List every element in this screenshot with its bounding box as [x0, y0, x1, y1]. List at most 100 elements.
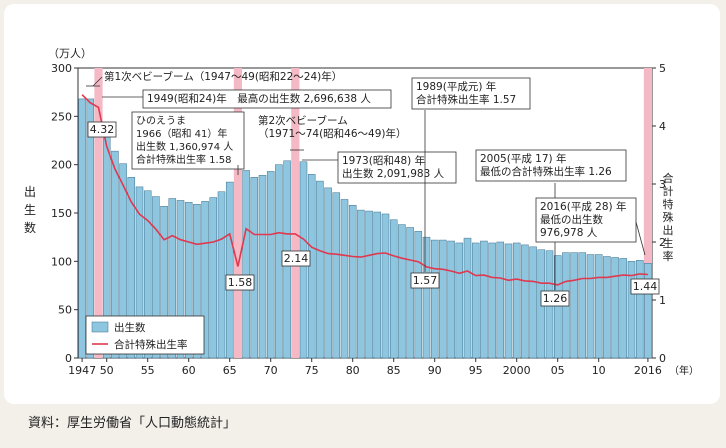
- rate-label-box: [281, 250, 311, 267]
- bar: [357, 209, 365, 359]
- y-axis-title-char: 生: [24, 203, 36, 217]
- y2-tick-label: 3: [659, 178, 666, 191]
- x-tick-label: 50: [100, 364, 114, 377]
- highlight-band: [643, 68, 652, 358]
- bar: [603, 256, 611, 359]
- bar: [209, 197, 218, 359]
- annotation-hinoe-text: 合計特殊出生率 1.58: [136, 153, 231, 166]
- rate-label: 1.44: [633, 280, 658, 293]
- annotation-1973-text: 出生数 2,091,983 人: [342, 167, 445, 180]
- rate-label: 1.57: [413, 274, 438, 287]
- y2-axis-title-char: 率: [663, 249, 674, 263]
- bar: [488, 242, 496, 359]
- bar: [471, 242, 480, 359]
- bar: [422, 236, 431, 359]
- bar: [266, 171, 275, 359]
- x-tick-label: 85: [387, 364, 401, 377]
- annotation-2016-text: 最低の出生数: [540, 213, 603, 226]
- bar: [570, 252, 578, 359]
- bar: [160, 205, 168, 359]
- annotation-1989-text: 1989(平成元) 年: [416, 80, 496, 93]
- y2-tick-label: 1: [659, 294, 666, 307]
- x-tick-label: 75: [305, 364, 319, 377]
- highlight-band: [94, 68, 103, 358]
- x-tick-label: 1947: [68, 364, 96, 377]
- annotation-2016-text: 976,978 人: [540, 227, 598, 239]
- annotation-max1949-text: 1949(昭和24)年 最高の出生数 2,696,638 人: [147, 92, 371, 105]
- highlight-band: [233, 68, 242, 358]
- bar: [127, 176, 136, 359]
- bar: [176, 200, 185, 359]
- annotation-2005-text: 2005(平成 17) 年: [480, 152, 566, 165]
- rate-label: 1.26: [543, 292, 568, 305]
- bar: [521, 244, 529, 359]
- bar: [324, 187, 332, 359]
- x-tick-label: 2000: [503, 364, 531, 377]
- x-tick-label: 60: [182, 364, 196, 377]
- y-tick-label: 150: [51, 207, 72, 220]
- y2-axis-title-char: 生: [663, 236, 674, 250]
- x-tick-label: 80: [346, 364, 360, 377]
- bar: [168, 198, 177, 359]
- bar: [447, 240, 455, 359]
- bar: [193, 204, 201, 359]
- bar: [119, 163, 127, 359]
- bar: [86, 98, 95, 359]
- bar: [586, 254, 595, 359]
- bar: [463, 237, 472, 359]
- x-tick-label: 10: [592, 364, 606, 377]
- bar: [644, 263, 652, 359]
- annotation-hinoe-text: ひのえうま: [136, 115, 186, 127]
- bar: [611, 257, 619, 359]
- bar: [439, 239, 447, 359]
- bar: [496, 241, 505, 359]
- annotation-1973-text: 1973(昭和48) 年: [342, 154, 425, 167]
- rate-label: 4.32: [90, 123, 115, 136]
- bar: [217, 191, 226, 359]
- x-unit: （年）: [669, 364, 699, 377]
- bar: [480, 240, 488, 359]
- y2-tick-label: 5: [659, 62, 666, 75]
- bar: [258, 175, 267, 359]
- bar: [635, 260, 644, 359]
- y-tick-label: 0: [65, 352, 72, 365]
- bar: [455, 242, 464, 359]
- bar: [389, 219, 398, 359]
- source-note: 資料：厚生労働省「人口動態統計」: [28, 416, 237, 431]
- bar: [381, 213, 390, 359]
- rate-label-box: [87, 121, 117, 138]
- bar: [430, 239, 439, 359]
- bar: [242, 170, 250, 359]
- bar: [78, 98, 86, 359]
- bar: [365, 210, 373, 359]
- bar: [594, 254, 603, 359]
- x-tick-label: 70: [264, 364, 278, 377]
- annotation-1973-box: [337, 151, 457, 184]
- annotation-1989-box: [411, 77, 531, 110]
- bar: [406, 227, 414, 359]
- y2-axis-title-char: 計: [663, 184, 674, 198]
- x-tick-label: 55: [141, 364, 155, 377]
- bar: [373, 211, 382, 359]
- rate-label-box: [630, 278, 660, 295]
- bar: [340, 199, 349, 359]
- bar: [348, 205, 357, 359]
- bar: [111, 150, 119, 359]
- annotation-hinoe-text: 1966（昭和 41）年: [136, 127, 227, 140]
- bar: [627, 261, 636, 359]
- y-tick-label: 100: [51, 255, 72, 268]
- bar: [135, 186, 144, 359]
- rate-label: 2.14: [284, 252, 309, 265]
- rate-label-box: [225, 274, 255, 291]
- annotation-1989-text: 合計特殊出生率 1.57: [416, 93, 516, 106]
- highlight-band: [291, 68, 300, 358]
- x-tick-label: 05: [551, 364, 565, 377]
- y-unit: （万人）: [48, 47, 92, 60]
- boom1-leader: [92, 76, 103, 87]
- y-tick-label: 250: [51, 110, 72, 123]
- bar: [578, 252, 587, 359]
- annotation-2016-text: 2016(平成 28) 年: [540, 200, 626, 213]
- y-axis-title-char: 出: [24, 185, 36, 199]
